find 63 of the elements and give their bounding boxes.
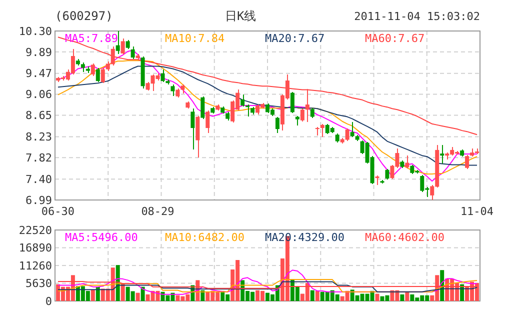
chart-title: (600297) [55,9,113,23]
candlestick [405,154,410,169]
x-tick-label: 08-29 [141,205,174,218]
candlestick [80,62,85,72]
candlestick [375,174,380,186]
candlestick [96,67,100,83]
candlestick [440,144,444,164]
y-tick-label: 5630 [26,277,52,290]
line-series [57,280,478,289]
y-tick-label: 9.89 [26,46,52,59]
y-tick-label: 8.65 [26,109,52,122]
candlestick [170,84,175,96]
bar [120,284,125,301]
y-tick-label: 9.47 [26,67,52,80]
bar [90,290,95,301]
text: MA20:4329.00 [265,231,344,244]
series-label: MA5:7.89 [65,32,118,45]
series-label: MA10:7.84 [165,32,225,45]
y-tick-label: 22520 [18,224,52,237]
candlestick [305,88,310,122]
text: 2011-11-04 15:03:02 [354,10,480,23]
candlestick [385,168,390,180]
candlestick [116,30,120,55]
y-tick-label: 8.23 [26,130,52,144]
bar [310,290,314,301]
candlestick [275,116,280,134]
candlestick [90,63,95,77]
candlestick [130,46,135,60]
bar [405,292,410,301]
candlestick [120,38,125,56]
candlestick [196,115,200,158]
candlestick [300,108,304,122]
text: MA60:4602.00 [365,231,444,244]
candlestick [290,91,294,114]
bar [140,286,145,301]
candlestick [206,110,210,134]
text: MA20:7.67 [265,32,325,45]
candlestick [320,123,324,138]
y-tick-label: 16890 [18,242,52,255]
candlestick [190,108,195,150]
bar [400,294,404,301]
x-tick-label: 06-30 [41,205,75,218]
bar [375,294,380,301]
y-tick-label: 6.99 [26,194,52,207]
candlestick [310,107,314,118]
candlestick [465,154,470,170]
chart-subtitle: 日K线 [225,9,256,23]
bar [315,290,320,301]
text: MA5:5496.00 [65,231,138,244]
text: MA10:6482.00 [165,231,244,244]
y-tick-label: 9.06 [26,88,52,102]
bar [136,292,140,301]
candlestick [200,96,205,120]
y-tick-label: 10.30 [18,24,52,38]
text: MA60:7.67 [365,32,425,45]
candlestick [350,121,354,138]
y-tick-label: 7.82 [26,151,52,164]
y-tick-label: 7.40 [26,172,52,186]
candlestick [100,67,105,84]
candlestick [295,115,300,126]
y-tick-label: 11260 [18,259,52,272]
x-tick-label: 11-04 [460,205,494,218]
y-tick-label: 0 [45,294,52,308]
